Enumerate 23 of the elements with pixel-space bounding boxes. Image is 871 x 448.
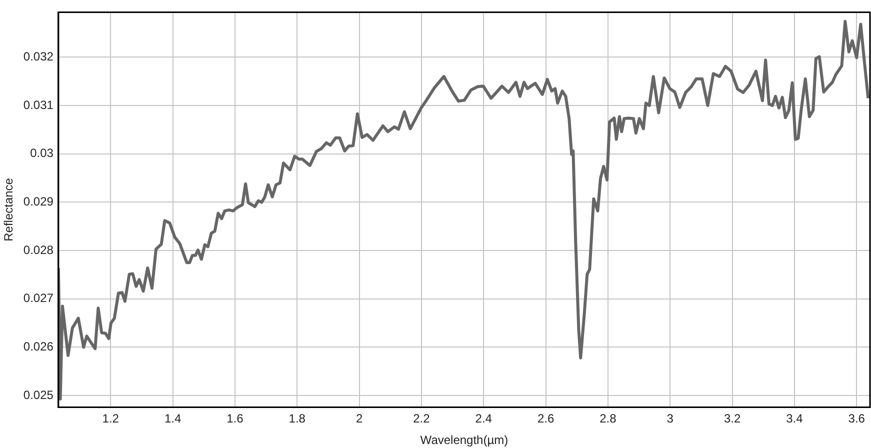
y-tick-label: 0.026 xyxy=(23,340,54,354)
x-tick-label: 2.2 xyxy=(413,412,430,426)
x-tick-label: 3 xyxy=(666,412,674,426)
x-tick-label: 2 xyxy=(356,412,363,426)
x-tick-label: 3.4 xyxy=(786,412,804,426)
y-tick-label: 0.03 xyxy=(30,146,54,160)
x-tick-label: 3.2 xyxy=(724,412,741,426)
x-tick-label: 1.4 xyxy=(164,412,182,426)
y-axis-title: Reflectance xyxy=(2,178,16,242)
x-tick-label: 1.8 xyxy=(288,412,306,426)
y-tick-label: 0.031 xyxy=(23,98,54,112)
x-tick-label: 3.6 xyxy=(848,412,866,426)
x-tick-label: 2.4 xyxy=(475,412,492,426)
y-tick-label: 0.028 xyxy=(23,242,54,257)
y-tick-label: 0.032 xyxy=(23,49,54,64)
x-tick-label: 2.8 xyxy=(600,412,617,426)
x-tick-label: 2.6 xyxy=(537,412,554,426)
x-tick-label: 1.2 xyxy=(102,412,120,426)
x-tick-label: 1.6 xyxy=(226,412,244,426)
y-tick-label: 0.029 xyxy=(23,194,54,209)
y-tick-label: 0.025 xyxy=(23,388,54,402)
x-axis-title: Wavelength(µm) xyxy=(420,433,508,448)
y-tick-label: 0.027 xyxy=(23,291,54,306)
